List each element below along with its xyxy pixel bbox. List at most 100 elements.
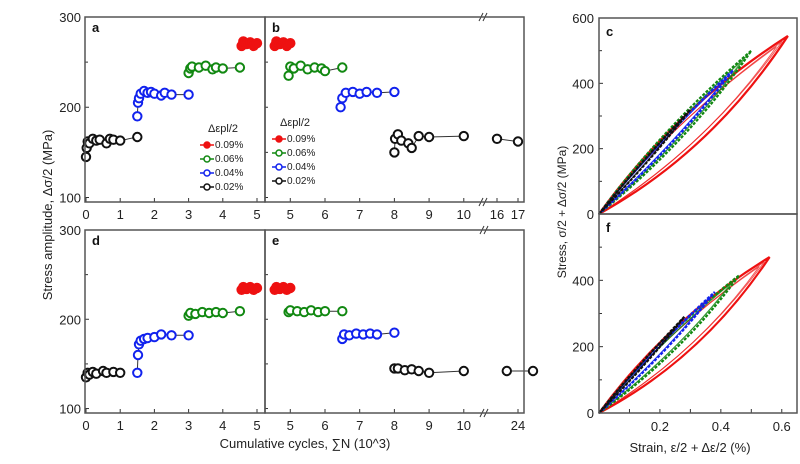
panel-e: 5 6 7 8 9 10 24 e — [265, 225, 539, 433]
data-point-e — [285, 282, 296, 294]
hysteresis-inner-loop — [598, 322, 680, 414]
x-tick-label: 3 — [185, 418, 192, 433]
legend-swatch-marker — [275, 135, 283, 143]
x-tick-label: 10 — [457, 207, 471, 222]
y-tick-label: 300 — [59, 10, 81, 25]
data-point-a — [132, 111, 143, 122]
x-tick-label: 16 — [490, 207, 504, 222]
legend-title: Δεpl/2 — [208, 123, 238, 135]
panel-label-c: c — [606, 24, 613, 39]
x-tick-label: 4 — [219, 418, 226, 433]
legend-swatch-marker — [275, 177, 283, 185]
hysteresis-inner-loop — [598, 298, 709, 414]
x-tick-label: 6 — [321, 207, 328, 222]
legend-b: Δεpl/2 0.09% 0.06% 0.04% 0.02% — [272, 117, 315, 187]
hysteresis-loop-c-0.06% — [598, 49, 753, 215]
legend-a: Δεpl/2 0.09% 0.06% 0.04% 0.02% — [200, 123, 243, 193]
y-tick-label: 200 — [572, 142, 594, 157]
data-point-e — [337, 306, 348, 317]
data-point-a — [80, 151, 92, 163]
data-point-a — [234, 62, 246, 73]
panel-f-frame — [598, 213, 798, 414]
data-point-b — [423, 131, 435, 143]
legend-swatch-marker — [275, 149, 283, 157]
panel-label-e: e — [272, 233, 279, 248]
data-point-b — [389, 147, 400, 158]
x-tick-label: 2 — [151, 207, 158, 222]
x-tick-label: 1 — [117, 207, 124, 222]
data-point-d — [234, 306, 246, 317]
data-point-d — [156, 329, 167, 340]
right-y-axis-title: Stress, σ/2 + Δσ/2 (MPa) — [555, 146, 569, 279]
x-tick-label: 0.4 — [712, 419, 730, 434]
y-tick-label: 0 — [587, 406, 594, 421]
data-point-e — [413, 365, 424, 377]
data-point-b — [458, 130, 469, 142]
data-point-a — [115, 135, 126, 146]
panel-c: 0 200 400 600 c — [572, 11, 789, 222]
data-point-b — [389, 86, 400, 98]
data-point-b — [319, 65, 331, 77]
hysteresis-inner-loop — [598, 115, 686, 215]
x-tick-label: 8 — [391, 418, 398, 433]
y-tick-label: 200 — [59, 100, 81, 115]
data-point-d — [166, 330, 177, 341]
data-point-b — [491, 133, 503, 145]
legend-title: Δεpl/2 — [280, 117, 310, 129]
data-point-b — [413, 130, 424, 142]
y-tick-label: 100 — [59, 190, 81, 205]
data-point-b — [406, 142, 417, 154]
x-tick-label: 10 — [457, 418, 471, 433]
x-tick-label: 0 — [82, 418, 89, 433]
y-tick-label: 200 — [572, 340, 594, 355]
x-tick-label: 5 — [253, 418, 260, 433]
x-tick-label: 5 — [287, 418, 294, 433]
data-point-a — [166, 89, 177, 100]
panel-f: 0 200 400 0.2 0.4 0.6 f — [572, 220, 791, 434]
x-tick-label: 9 — [425, 207, 432, 222]
left-x-axis-title: Cumulative cycles, ∑N (10^3) — [220, 436, 391, 451]
data-point-a — [183, 89, 194, 100]
x-tick-label: 0.2 — [651, 419, 669, 434]
data-point-e — [389, 327, 400, 338]
panel-e-frame — [264, 229, 525, 414]
data-point-e — [527, 365, 539, 377]
y-tick-label: 100 — [59, 402, 81, 417]
x-tick-label: 7 — [356, 207, 363, 222]
data-point-b — [285, 38, 296, 49]
hysteresis-loop-f-0.06% — [598, 274, 741, 414]
data-point-d — [217, 307, 229, 319]
data-point-e — [319, 306, 331, 317]
x-tick-label: 4 — [219, 207, 226, 222]
x-tick-label: 8 — [391, 207, 398, 222]
x-tick-label: 5 — [287, 207, 294, 222]
y-tick-label: 400 — [572, 76, 594, 91]
panel-label-a: a — [92, 20, 100, 35]
legend-entry: 0.02% — [215, 182, 243, 193]
legend-entry: 0.06% — [287, 148, 315, 159]
data-point-e — [423, 367, 435, 378]
data-point-a — [217, 63, 229, 74]
data-point-d — [115, 367, 126, 378]
data-point-b — [512, 136, 524, 147]
data-point-b — [361, 86, 372, 98]
x-tick-label: 3 — [185, 207, 192, 222]
panel-d: 100 200 300 0 1 2 3 4 5 d — [59, 223, 263, 433]
legend-entry: 0.09% — [287, 134, 315, 145]
panel-d-frame — [84, 229, 266, 414]
x-tick-label: 6 — [321, 418, 328, 433]
data-point-d — [251, 282, 263, 294]
data-point-a — [251, 38, 263, 49]
panel-b-frame — [264, 16, 525, 203]
legend-swatch-marker — [203, 169, 211, 177]
legend-swatch-marker — [203, 183, 211, 191]
right-x-axis-title: Strain, ε/2 + Δε/2 (%) — [629, 440, 750, 455]
y-tick-label: 0 — [587, 207, 594, 222]
x-tick-label: 0.6 — [773, 419, 791, 434]
data-point-d — [132, 367, 143, 378]
data-point-d — [132, 349, 144, 361]
legend-entry: 0.04% — [215, 168, 243, 179]
data-point-e — [501, 365, 512, 377]
data-point-e — [371, 329, 383, 340]
legend-swatch-marker — [275, 163, 283, 171]
